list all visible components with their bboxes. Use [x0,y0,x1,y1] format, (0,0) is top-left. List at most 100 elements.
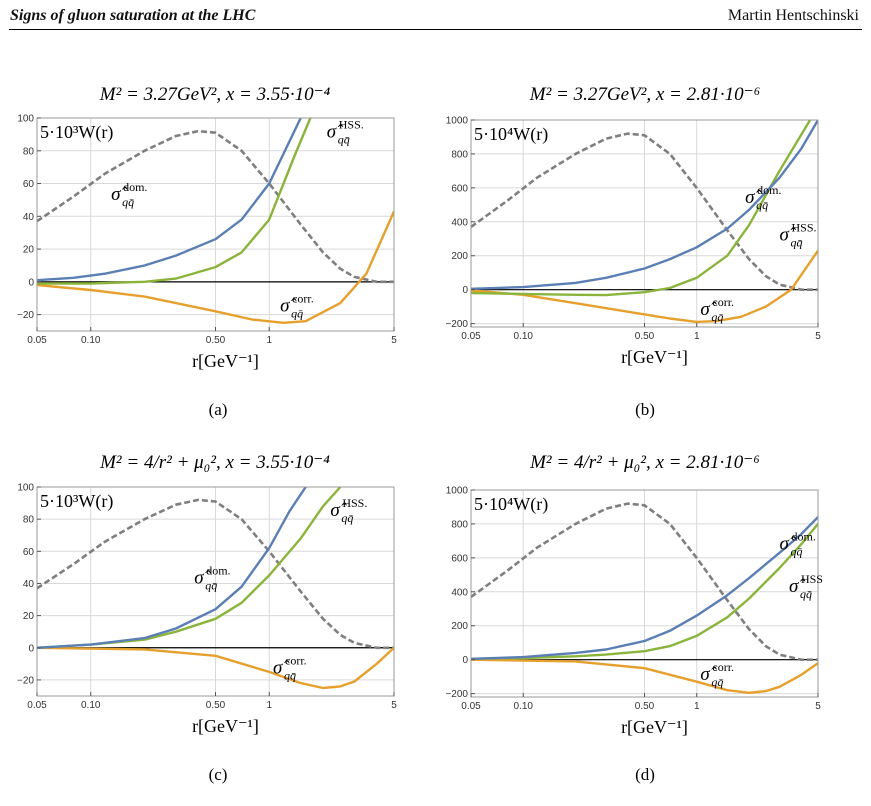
y-tick-label: 80 [23,515,35,526]
series-line-dom [37,487,307,649]
x-axis-label: r[GeV⁻¹] [621,717,688,737]
y-tick-label: −20 [17,675,34,686]
chart-panel-3: 0.05 0.10 0.50 1 5 −200 0 200 400 600 800 1000 M² = … [445,452,822,784]
x-tick-label: 0.10 [513,331,533,342]
svg-text:corr.: corr. [285,653,307,667]
svg-text:qq̄: qq̄ [711,675,723,689]
x-tick-label: 5 [815,701,821,712]
series-line-dom [37,118,302,282]
y-tick-label: 1000 [446,486,469,497]
svg-text:qq̄: qq̄ [800,587,812,601]
x-axis-label: r[GeV⁻¹] [621,347,688,367]
scale-label: 5·10⁴W(r) [474,124,548,145]
header-rule [9,29,862,30]
svg-text:qq̄: qq̄ [341,511,353,525]
panel-label: (b) [635,400,655,419]
svg-text:qq̄: qq̄ [791,544,803,558]
series-line-dom [471,120,818,290]
x-tick-label: 1 [694,701,700,712]
y-tick-label: 100 [17,483,34,494]
svg-text:qq̄: qq̄ [284,668,296,682]
x-tick-label: 0.05 [27,700,47,711]
y-tick-label: 0 [462,655,468,666]
svg-text:qq̄: qq̄ [756,198,768,212]
series-line-hss [37,118,312,285]
y-tick-label: −20 [17,310,34,321]
curve-label-hss: σ̂ HSS.qq̄ [780,220,817,249]
y-tick-label: 20 [23,611,35,622]
chart-panel-0: 0.05 0.10 0.50 1 5 −20 0 20 40 60 80 100 M² = 3.27Ge… [17,84,397,419]
series-line-hss [471,523,818,660]
y-tick-label: 40 [23,212,35,223]
y-tick-label: 20 [23,245,35,256]
svg-text:qq̄: qq̄ [711,310,723,324]
y-tick-label: 60 [23,547,35,558]
curve-label-corr: σ̂ corr.qq̄ [700,660,734,689]
svg-text:qq̄: qq̄ [338,133,350,147]
curve-label-dom: σ̂ dom.qq̄ [194,563,230,592]
x-tick-label: 0.50 [635,701,655,712]
y-tick-label: −200 [445,319,468,330]
scale-label: 5·10³W(r) [40,122,113,143]
series-line-W [471,132,818,291]
y-tick-label: 600 [451,553,468,564]
y-tick-label: 1000 [446,116,469,127]
x-tick-label: 0.10 [513,701,533,712]
y-tick-label: 800 [451,149,468,160]
x-tick-label: 5 [815,331,821,342]
svg-text:qq̄: qq̄ [791,235,803,249]
x-tick-label: 0.50 [635,331,655,342]
curve-label-hss: σ̂ HSS.qq̄ [327,118,364,147]
y-tick-label: 0 [28,277,34,288]
svg-text:dom.: dom. [206,563,230,577]
x-tick-label: 0.50 [206,335,226,346]
series-line-W [37,129,394,284]
svg-text:HSS.: HSS. [339,118,364,132]
svg-text:qq̄: qq̄ [205,578,217,592]
y-tick-label: 80 [23,146,35,157]
series-line-W [37,498,394,650]
svg-text:corr.: corr. [292,291,314,305]
series-line-corr [37,210,394,324]
y-tick-label: 600 [451,183,468,194]
x-tick-label: 1 [266,700,272,711]
curve-label-corr: σ̂ corr.qq̄ [700,295,734,324]
x-tick-label: 0.10 [81,700,101,711]
y-tick-label: 0 [462,285,468,296]
series-line-dom [471,516,818,660]
page-header: Signs of gluon saturation at the LHC Mar… [0,0,871,30]
curve-label-dom: σ̂ dom.qq̄ [111,180,147,209]
panel-label: (d) [635,765,655,784]
svg-text:dom.: dom. [792,529,816,543]
series-line-corr [471,658,818,694]
series-line-hss [37,487,342,649]
chart-panel-2: 0.05 0.10 0.50 1 5 −20 0 20 40 60 80 100 M² = 4/r² +… [17,452,397,784]
svg-text:HSS: HSS [801,572,823,586]
y-tick-label: 0 [28,643,34,654]
series-line-W [471,502,818,661]
chart-panel-1: 0.05 0.10 0.50 1 5 −200 0 200 400 600 800 1000 M² = … [445,84,821,419]
curve-label-corr: σ̂ corr.qq̄ [273,653,307,682]
chart-title: M² = 4/r² + μ₀², x = 3.55·10⁻⁴ [99,452,330,473]
y-tick-label: −200 [445,689,468,700]
x-tick-label: 0.50 [206,700,226,711]
x-tick-label: 5 [391,335,397,346]
curve-label-dom: σ̂ dom.qq̄ [745,183,781,212]
svg-text:corr.: corr. [712,295,734,309]
header-title: Signs of gluon saturation at the LHC [10,7,256,24]
chart-title: M² = 3.27GeV², x = 2.81·10⁻⁶ [529,84,760,105]
chart-title: M² = 3.27GeV², x = 3.55·10⁻⁴ [99,84,331,105]
header-author: Martin Hentschinski [727,7,859,24]
curve-label-dom: σ̂ dom.qq̄ [780,529,816,558]
y-tick-label: 400 [451,217,468,228]
svg-text:dom.: dom. [123,180,147,194]
x-tick-label: 1 [694,331,700,342]
y-tick-label: 200 [451,621,468,632]
x-tick-label: 0.05 [461,701,481,712]
y-tick-label: 400 [451,587,468,598]
scale-label: 5·10⁴W(r) [474,494,548,515]
y-tick-label: 40 [23,579,35,590]
y-tick-label: 200 [451,251,468,262]
x-tick-label: 0.05 [461,331,481,342]
